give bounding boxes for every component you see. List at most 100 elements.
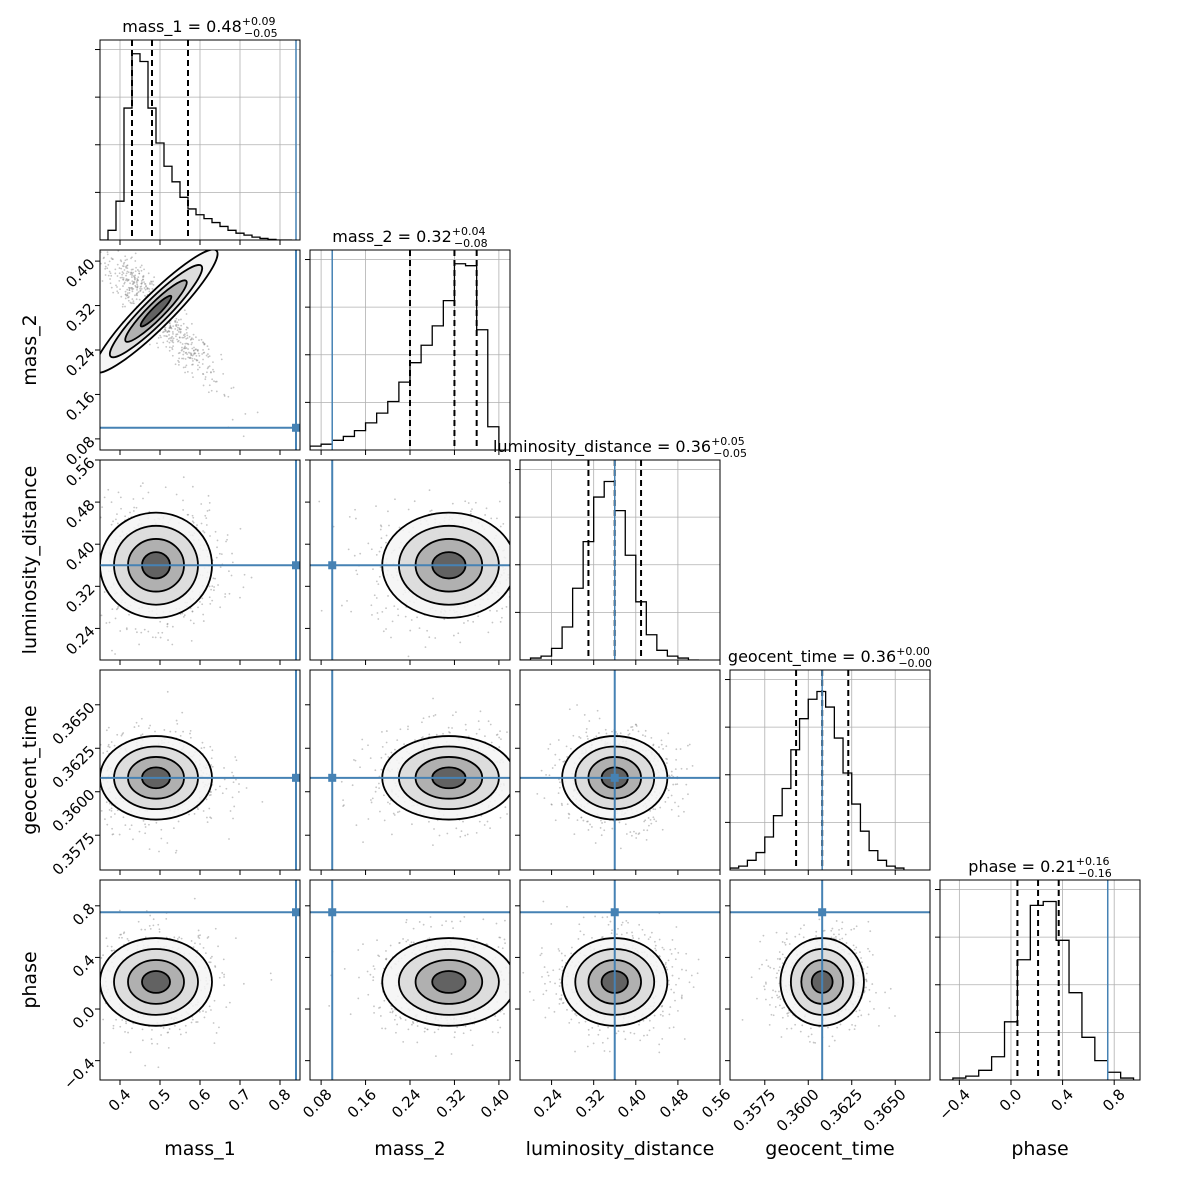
- sample-point: [380, 525, 383, 528]
- sample-point: [582, 819, 585, 822]
- sample-point: [208, 502, 211, 504]
- sample-point: [105, 801, 108, 804]
- sample-point: [191, 520, 194, 523]
- sample-point: [552, 795, 554, 797]
- sample-point: [143, 268, 145, 271]
- sample-point: [124, 290, 127, 293]
- sample-point: [143, 287, 146, 289]
- sample-point: [182, 730, 184, 733]
- sample-point: [144, 832, 147, 835]
- sample-point: [232, 386, 235, 389]
- sample-point: [190, 940, 193, 942]
- sample-point: [125, 265, 127, 268]
- sample-point: [355, 569, 358, 572]
- sample-point: [182, 336, 185, 339]
- panel-title-geocent_time: geocent_time = 0.36+0.00 −0.00: [728, 645, 932, 670]
- sample-point: [375, 505, 377, 508]
- sample-point: [676, 783, 679, 786]
- sample-point: [202, 530, 205, 532]
- sample-point: [641, 734, 644, 737]
- sample-point: [186, 327, 189, 329]
- sample-point: [549, 743, 552, 746]
- sample-point: [209, 957, 212, 959]
- sample-point: [208, 384, 211, 387]
- sample-point: [127, 296, 130, 298]
- sample-point: [120, 260, 123, 263]
- sample-point: [134, 278, 136, 281]
- sample-point: [209, 535, 211, 537]
- sample-point: [207, 391, 210, 394]
- sample-point: [129, 511, 131, 514]
- sample-point: [183, 346, 186, 349]
- sample-point: [127, 278, 130, 281]
- sample-point: [387, 510, 389, 513]
- sample-point: [175, 333, 178, 336]
- sample-point: [512, 763, 514, 765]
- sample-point: [184, 358, 187, 360]
- sample-point: [155, 821, 158, 824]
- sample-point: [152, 283, 155, 286]
- sample-point: [142, 291, 145, 294]
- sample-point: [106, 750, 109, 753]
- sample-point: [499, 730, 501, 733]
- sample-point: [189, 338, 192, 341]
- sample-point: [118, 833, 121, 836]
- sample-point: [496, 517, 498, 520]
- sample-point: [133, 277, 136, 280]
- sample-point: [208, 807, 211, 810]
- sample-point: [501, 607, 504, 610]
- sample-point: [379, 528, 382, 531]
- sample-point: [203, 746, 206, 749]
- sample-point: [516, 585, 518, 587]
- sample-point: [142, 274, 145, 277]
- sample-point: [115, 608, 118, 611]
- sample-point: [174, 851, 177, 854]
- sample-point: [144, 826, 147, 828]
- sample-point: [181, 357, 183, 360]
- sample-point: [652, 744, 655, 747]
- sample-point: [524, 528, 526, 530]
- sample-point: [93, 782, 95, 784]
- sample-point: [134, 285, 137, 288]
- sample-point: [119, 1025, 122, 1028]
- sample-point: [142, 497, 144, 500]
- sample-point: [190, 354, 193, 357]
- sample-point: [116, 513, 118, 516]
- sample-point: [341, 604, 343, 607]
- sample-point: [163, 330, 165, 333]
- sample-point: [162, 331, 164, 334]
- sample-point: [200, 522, 203, 525]
- sample-point: [211, 585, 214, 588]
- sample-point: [499, 620, 502, 623]
- sample-point: [222, 373, 225, 375]
- sample-point: [467, 502, 470, 504]
- sample-point: [107, 274, 110, 277]
- sample-point: [102, 1042, 105, 1044]
- sample-point: [117, 491, 120, 494]
- sample-point: [124, 293, 127, 296]
- sample-point: [375, 553, 378, 556]
- sample-point: [198, 361, 201, 364]
- sample-point: [197, 606, 199, 609]
- sample-point: [123, 281, 126, 284]
- sample-point: [166, 335, 168, 338]
- sample-point: [634, 723, 637, 726]
- sample-point: [176, 938, 179, 940]
- sample-point: [202, 373, 205, 376]
- sample-point: [192, 353, 195, 356]
- sample-point: [512, 629, 514, 631]
- sample-point: [113, 744, 116, 747]
- sample-point: [118, 267, 121, 269]
- sample-point: [189, 352, 192, 355]
- sample-point: [399, 728, 402, 731]
- sample-point: [185, 328, 188, 331]
- sample-point: [209, 602, 212, 605]
- sample-point: [196, 1021, 199, 1023]
- sample-point: [238, 783, 240, 785]
- sample-point: [516, 807, 518, 809]
- sample-point: [181, 711, 184, 714]
- sample-point: [94, 242, 96, 244]
- sample-point: [128, 289, 131, 291]
- sample-point: [205, 1011, 207, 1013]
- sample-point: [124, 293, 127, 296]
